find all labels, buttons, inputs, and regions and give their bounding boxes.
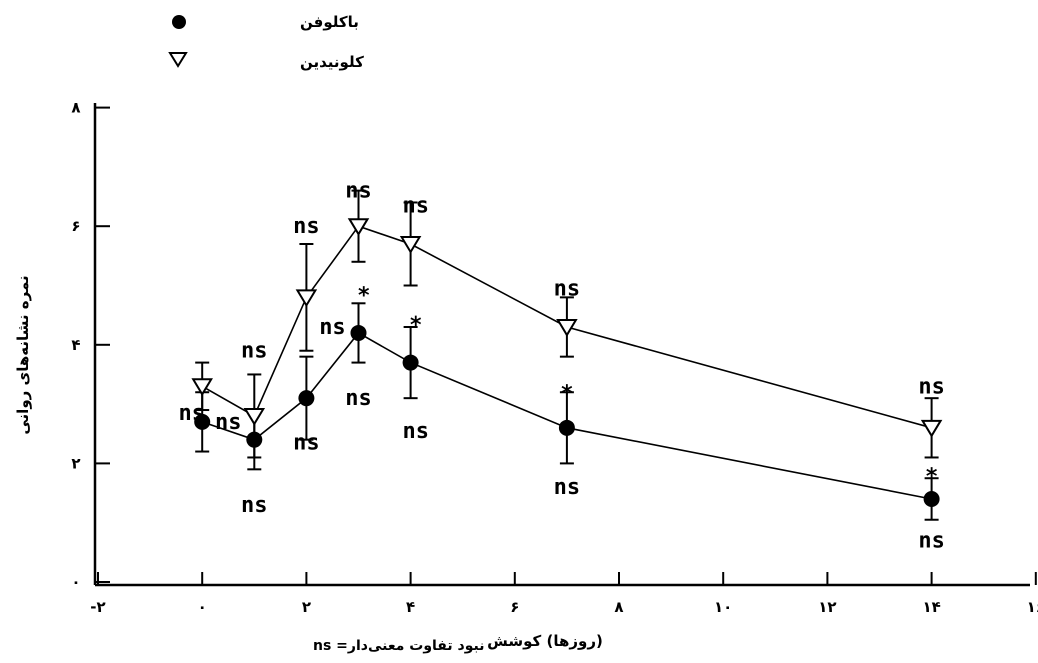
ns-annotation: ns — [918, 528, 945, 553]
ns-annotation: ns — [241, 339, 268, 364]
y-ticks: ۰ ۲ ۴ ۶ ۸ — [71, 99, 110, 591]
y-tick-label: ۰ — [71, 573, 80, 591]
x-tick-label: ۰ — [198, 598, 207, 616]
x-axis-label: (روزها) کوشش — [487, 632, 603, 650]
data-point — [347, 218, 370, 237]
data-point — [558, 419, 575, 436]
x-tick-label: ۴ — [406, 598, 415, 616]
legend-open-triangle-marker — [168, 52, 188, 68]
ns-annotation: ns — [403, 419, 430, 444]
x-tick-label: ۱۶ — [1027, 598, 1038, 616]
data-point — [923, 490, 940, 507]
y-tick-label: ۴ — [71, 336, 80, 354]
y-tick-label: ۶ — [71, 217, 80, 235]
footnote: نبود تفاوت معنی‌دار= ns — [313, 638, 484, 654]
ns-annotation: ns — [241, 493, 268, 518]
legend-label-baclofen: باکلوفن — [300, 13, 359, 31]
legend-item-baclofen: باکلوفن — [172, 13, 359, 31]
data-point — [295, 289, 318, 308]
legend-label-clonidine: کلونیدین — [300, 53, 364, 71]
ns-annotation: ns — [179, 401, 206, 426]
ns-annotation: ns — [345, 179, 372, 204]
x-tick-label: ۶ — [510, 598, 519, 616]
ns-annotation: ns — [293, 431, 320, 456]
significance-star: * — [561, 381, 573, 406]
x-tick-label: -۲ — [90, 598, 105, 616]
ns-annotation: ns — [215, 410, 242, 435]
data-point — [556, 319, 578, 337]
significance-star: * — [410, 313, 422, 338]
y-axis-label: نمره نشانه‌های روانی — [14, 275, 32, 434]
y-tick-label: ۸ — [71, 99, 80, 117]
ns-annotation: ns — [319, 315, 346, 340]
data-point — [194, 413, 211, 430]
significance-star: * — [926, 464, 938, 489]
significance-star: * — [358, 283, 370, 308]
data-point — [920, 419, 943, 438]
series-layer — [191, 189, 943, 521]
ns-annotation: ns — [293, 214, 320, 239]
legend: باکلوفن کلونیدین — [168, 13, 364, 71]
x-tick-label: ۱۴ — [922, 598, 940, 616]
data-point — [402, 354, 419, 371]
x-ticks: -۲ ۰ ۲ ۴ ۶ ۸ ۱۰ ۱۲ ۱۴ ۱۶ — [90, 572, 1038, 616]
ns-annotation: ns — [403, 193, 430, 218]
x-tick-label: ۱۰ — [714, 598, 732, 616]
x-tick-label: ۸ — [614, 598, 623, 616]
ns-annotation: ns — [345, 386, 372, 411]
x-tick-label: ۱۲ — [818, 598, 836, 616]
data-point — [243, 407, 266, 426]
x-tick-label: ۲ — [302, 598, 311, 616]
legend-filled-circle-marker — [172, 15, 186, 29]
data-point — [191, 378, 213, 397]
legend-item-clonidine: کلونیدین — [168, 52, 364, 71]
data-point — [399, 235, 422, 254]
ns-annotation: ns — [554, 475, 581, 500]
ns-annotation: ns — [918, 374, 945, 399]
data-point — [350, 324, 367, 341]
series-clonidine — [191, 189, 943, 459]
ns-annotation: ns — [554, 276, 581, 301]
y-tick-label: ۲ — [71, 454, 80, 472]
data-point — [298, 390, 315, 407]
